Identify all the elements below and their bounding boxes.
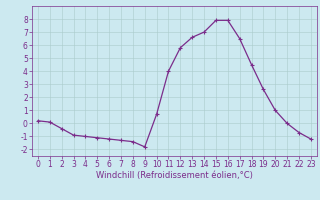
X-axis label: Windchill (Refroidissement éolien,°C): Windchill (Refroidissement éolien,°C)	[96, 171, 253, 180]
